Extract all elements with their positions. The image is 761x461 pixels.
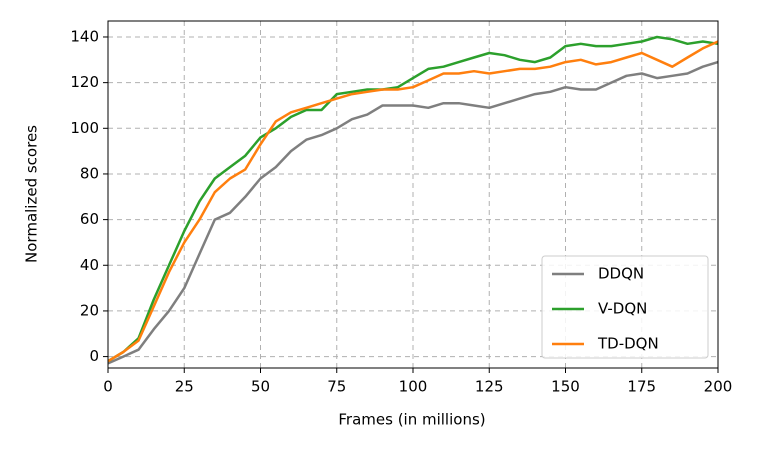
y-axis-label: Normalized scores <box>23 125 41 263</box>
x-tick-label: 150 <box>551 378 580 396</box>
line-series <box>107 40 719 363</box>
y-tick-label: 0 <box>89 347 99 365</box>
legend-label: TD-DQN <box>597 335 659 353</box>
y-tick-label: 140 <box>70 27 99 45</box>
x-tick-label: 100 <box>399 378 428 396</box>
y-tick-label: 80 <box>80 164 99 182</box>
y-tick-label: 60 <box>80 210 99 228</box>
x-tick-label: 0 <box>103 378 113 396</box>
legend-label: V-DQN <box>598 300 647 318</box>
plot-frame <box>107 20 719 369</box>
x-tick-label: 125 <box>475 378 504 396</box>
y-tick-label: 120 <box>70 73 99 91</box>
y-tick-label: 20 <box>80 301 99 319</box>
x-tick-label: 75 <box>327 378 346 396</box>
x-axis-label: Frames (in millions) <box>338 411 485 429</box>
y-tick-label: 100 <box>70 119 99 137</box>
x-tick-label: 25 <box>175 378 194 396</box>
x-tick-label: 200 <box>704 378 733 396</box>
y-tick-label: 40 <box>80 256 99 274</box>
x-tick-label: 50 <box>251 378 270 396</box>
x-tick-label: 175 <box>627 378 656 396</box>
legend-label: DDQN <box>598 265 644 283</box>
line-series <box>107 60 719 365</box>
legend-box <box>541 255 709 359</box>
line-series <box>107 35 719 363</box>
